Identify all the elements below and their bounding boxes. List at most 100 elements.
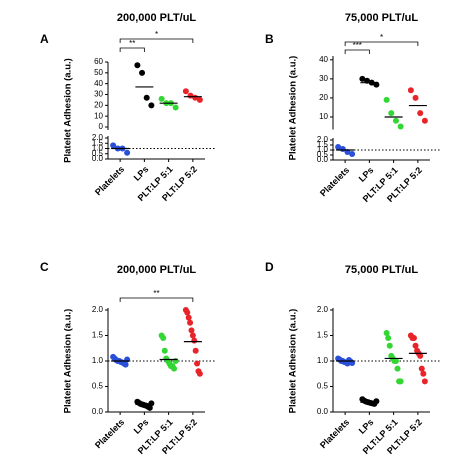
data-point (392, 117, 399, 124)
y-tick-label: 30 (94, 90, 103, 99)
data-point (161, 347, 168, 354)
x-tick-label: LPs (132, 164, 151, 183)
y-tick-label: 30 (319, 74, 328, 83)
significance-label: ** (129, 39, 135, 48)
data-point (412, 342, 419, 349)
y-tick-label: 0.0 (317, 155, 329, 164)
data-point (160, 335, 167, 342)
data-point (187, 319, 194, 326)
data-point (383, 96, 390, 103)
x-tick-label: Platelets (93, 417, 126, 450)
data-point (139, 69, 146, 76)
y-axis-label: Platelet Adhesion (a.u.) (288, 309, 299, 414)
data-point (158, 95, 165, 102)
significance-bracket (344, 41, 419, 46)
data-point (412, 94, 419, 101)
data-point (188, 327, 195, 334)
y-axis-label: Platelet Adhesion (a.u.) (63, 58, 74, 163)
data-point (392, 358, 399, 364)
data-point (421, 378, 428, 385)
y-tick-label: 0.5 (317, 382, 329, 391)
y-axis-label: Platelet Adhesion (a.u.) (288, 56, 299, 161)
y-tick-label: 0.5 (92, 149, 104, 158)
y-tick-label: 1.0 (92, 144, 104, 153)
data-point (397, 123, 404, 130)
y-tick-label: 40 (94, 79, 103, 88)
panel-title: 75,000 PLT/uL (345, 12, 418, 24)
y-tick-label: 2.0 (92, 305, 104, 314)
data-point (134, 62, 141, 69)
significance-label: * (155, 30, 158, 39)
data-point (146, 404, 153, 411)
data-point (110, 142, 117, 149)
y-tick-label: 1.5 (317, 140, 329, 149)
panel-label: C (40, 260, 49, 274)
data-point (385, 335, 392, 342)
data-point (410, 335, 417, 342)
y-tick-label: 20 (94, 100, 103, 109)
significance-bracket (119, 297, 194, 302)
y-tick-label: 1.5 (317, 331, 329, 340)
data-point (417, 352, 424, 359)
data-point (335, 144, 342, 150)
significance-bracket (119, 47, 145, 52)
y-tick-label: 0 (99, 122, 104, 131)
x-tick-label: Platelets (318, 417, 351, 450)
panel-title: 75,000 PLT/uL (345, 264, 418, 276)
x-tick-label: LPs (357, 165, 376, 184)
data-point (196, 370, 203, 377)
data-point (421, 117, 428, 124)
data-point (388, 110, 395, 117)
data-point (418, 365, 425, 372)
x-tick-label: Platelets (93, 164, 126, 197)
y-tick-label: 40 (319, 55, 328, 64)
data-point (172, 104, 179, 111)
data-point (171, 365, 178, 372)
y-tick-label: 1.0 (317, 356, 329, 365)
y-tick-label: 0.0 (92, 407, 104, 416)
y-tick-label: 1.0 (92, 356, 104, 365)
data-point (407, 87, 414, 94)
y-tick-label: 0.0 (92, 154, 104, 163)
panel-label: A (40, 32, 49, 46)
y-tick-label: 0.0 (317, 407, 329, 416)
data-point (349, 151, 356, 157)
data-point (143, 94, 150, 101)
data-point (182, 88, 189, 95)
data-point (394, 365, 401, 372)
data-point (124, 149, 131, 156)
panel-label: B (265, 32, 274, 46)
data-point (148, 102, 155, 109)
data-point (420, 370, 427, 377)
y-tick-label: 10 (94, 111, 103, 120)
panel-label: D (265, 260, 274, 274)
data-point (417, 110, 424, 117)
data-point (196, 96, 203, 103)
y-tick-label: 0.5 (317, 150, 329, 159)
y-tick-label: 1.5 (92, 138, 104, 147)
y-tick-label: 2.0 (92, 133, 104, 142)
data-point (191, 337, 198, 344)
data-point (122, 361, 129, 368)
data-point (397, 378, 404, 385)
y-axis-label: Platelet Adhesion (a.u.) (63, 309, 74, 414)
y-tick-label: 1.0 (317, 145, 329, 154)
y-tick-label: 1.5 (92, 331, 104, 340)
significance-label: * (380, 33, 383, 42)
y-tick-label: 10 (319, 112, 328, 121)
data-point (359, 75, 366, 82)
y-tick-label: 20 (319, 93, 328, 102)
significance-label: ** (153, 289, 159, 298)
significance-label: *** (353, 41, 362, 50)
data-point (383, 329, 390, 336)
significance-bracket (119, 38, 194, 43)
data-point (192, 347, 199, 354)
y-tick-label: 0.5 (92, 382, 104, 391)
y-tick-label: 2.0 (317, 135, 329, 144)
data-point (185, 314, 192, 321)
data-point (386, 342, 393, 349)
significance-bracket (344, 49, 370, 54)
x-tick-label: LPs (357, 417, 376, 436)
y-tick-label: 2.0 (317, 305, 329, 314)
